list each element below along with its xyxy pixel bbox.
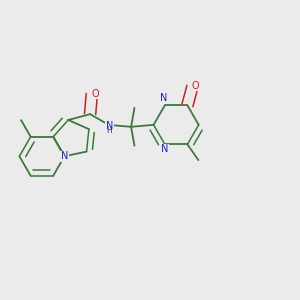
Text: N: N [161,144,169,154]
Text: N: N [106,122,113,131]
Text: O: O [91,89,99,99]
Text: H: H [107,126,112,135]
Text: H: H [161,97,167,106]
Text: O: O [192,81,199,91]
Text: N: N [160,93,168,103]
Text: N: N [61,151,68,161]
